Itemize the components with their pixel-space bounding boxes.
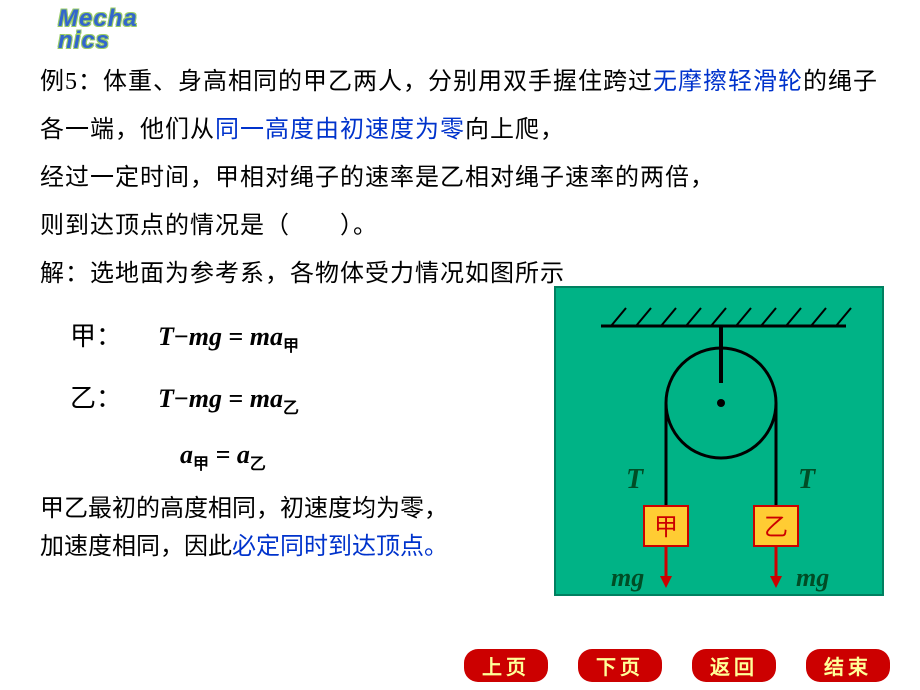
pulley-axle [717, 399, 725, 407]
eq-eq3: = [209, 440, 237, 469]
problem-hl1: 无摩擦轻滑轮 [653, 69, 803, 95]
weight-arrowhead-right [770, 576, 782, 588]
weight-arrowhead-left [660, 576, 672, 588]
prev-button[interactable]: 上页 [464, 649, 548, 682]
eq-mg2: mg [189, 384, 222, 413]
next-button[interactable]: 下页 [578, 649, 662, 682]
eq-a1: a [180, 440, 193, 469]
problem-line4: 则到达顶点的情况是（ ）。 [40, 202, 900, 250]
eq-T2: T [158, 384, 174, 413]
box-jia-label: 甲 [654, 515, 678, 541]
end-button[interactable]: 结束 [806, 649, 890, 682]
back-button[interactable]: 返回 [692, 649, 776, 682]
problem-line3: 经过一定时间，甲相对绳子的速率是乙相对绳子速率的两倍， [40, 154, 900, 202]
conclusion-hl: 必定同时到达顶点。 [232, 534, 448, 560]
eq-mg: mg [189, 322, 222, 351]
eq-label-jia: 甲： [70, 316, 130, 353]
eq-equals: = [222, 322, 250, 351]
eq-sub-jia: 甲 [283, 338, 299, 355]
problem-text: 例5：体重、身高相同的甲乙两人，分别用双手握住跨过无摩擦轻滑轮的绳子各一端，他们… [40, 58, 900, 154]
problem-prefix: 例5：体重、身高相同的甲乙两人，分别用双手握住跨过 [40, 69, 653, 95]
eq-formula-yi: T−mg = ma乙 [158, 384, 299, 418]
tension-left-label: T [626, 464, 645, 495]
ceiling-hatch [611, 308, 851, 326]
logo-line2: nics [58, 27, 110, 54]
conclusion-text: 甲乙最初的高度相同，初速度均为零，加速度相同，因此必定同时到达顶点。 [40, 490, 470, 567]
eq-ma2: ma [250, 384, 283, 413]
eq-equals2: = [222, 384, 250, 413]
eq-T: T [158, 322, 174, 351]
header-logo: Mecha nics [58, 8, 138, 51]
weight-left-label: mg [611, 563, 644, 592]
eq-ma: ma [250, 322, 283, 351]
diagram-svg: T T 甲 乙 mg mg [556, 288, 886, 598]
box-yi-label: 乙 [764, 515, 788, 541]
eq-a2: a [237, 440, 250, 469]
eq-formula-jia: T−mg = ma甲 [158, 322, 299, 356]
weight-right-label: mg [796, 563, 829, 592]
problem-mid2: 向上爬， [465, 117, 565, 143]
eq-sub1: 甲 [193, 457, 209, 474]
eq-minus2: − [174, 384, 189, 413]
eq-label-yi: 乙： [70, 378, 130, 415]
eq-sub2: 乙 [250, 457, 266, 474]
tension-right-label: T [798, 464, 817, 495]
pulley-diagram: T T 甲 乙 mg mg [554, 286, 884, 596]
problem-hl2: 同一高度由初速度为零 [215, 117, 465, 143]
eq-sub-yi: 乙 [283, 400, 299, 417]
eq-minus: − [174, 322, 189, 351]
nav-buttons: 上页 下页 返回 结束 [464, 649, 890, 682]
